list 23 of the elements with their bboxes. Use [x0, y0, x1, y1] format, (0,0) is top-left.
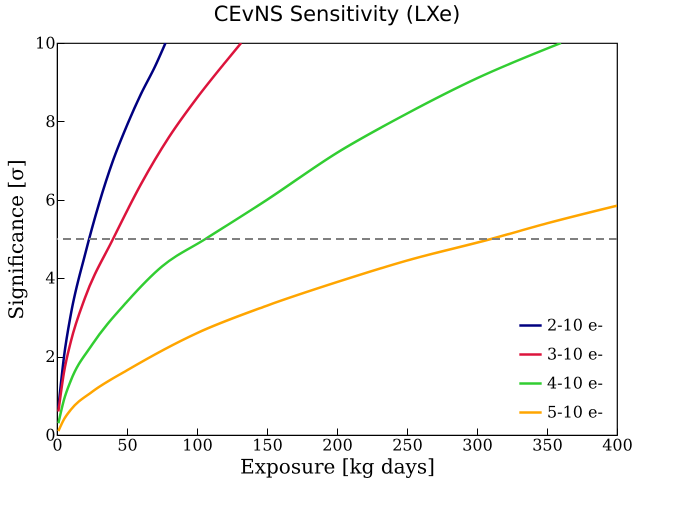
y-tick-label: 2: [45, 347, 56, 366]
x-axis-title: Exposure [kg days]: [240, 454, 435, 478]
legend-label: 5-10 e-: [547, 402, 603, 422]
y-tick-label: 4: [45, 268, 56, 288]
x-tick-label: 100: [182, 436, 213, 454]
y-tick-label: 10: [35, 34, 56, 52]
legend-label: 2-10 e-: [547, 316, 603, 334]
x-tick-label: 50: [117, 436, 138, 454]
chart-title: CEvNS Sensitivity (LXe): [214, 2, 460, 26]
x-tick-label: 300: [462, 436, 493, 454]
line-series: [57, 43, 167, 409]
line-series: [57, 204, 617, 432]
legend-label: 4-10 e-: [547, 374, 603, 392]
x-tick-label: 150: [252, 436, 283, 454]
y-tick-label: 8: [45, 112, 56, 131]
x-tick-label: 200: [322, 436, 353, 454]
legend-label: 3-10 e-: [547, 344, 603, 364]
x-tick-label: 250: [392, 436, 423, 454]
x-tick-label: 400: [602, 436, 633, 454]
y-axis-title: Significance [σ]: [4, 159, 28, 320]
line-series: [57, 43, 242, 413]
x-tick-label: 350: [532, 436, 563, 454]
y-tick-label: 6: [45, 190, 56, 210]
